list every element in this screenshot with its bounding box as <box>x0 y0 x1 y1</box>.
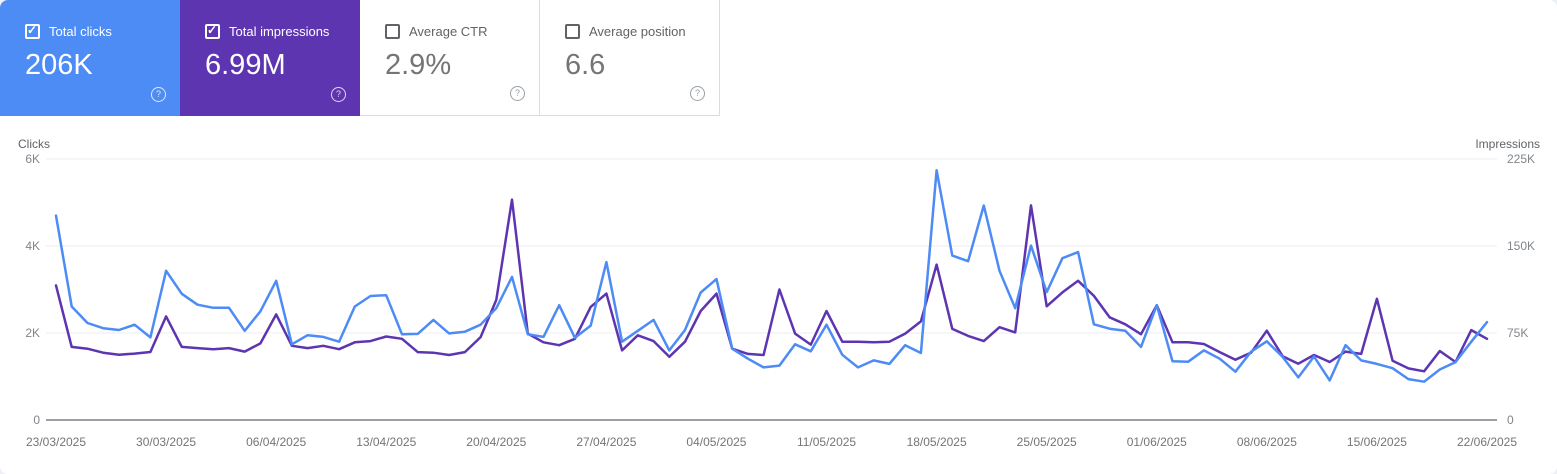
x-axis-date-label: 22/06/2025 <box>1457 435 1517 449</box>
total-clicks-card-header: Total clicks <box>25 23 180 39</box>
total-impressions-value: 6.99M <box>205 49 286 81</box>
total-impressions-card[interactable]: Total impressions 6.99M ? <box>180 0 360 116</box>
clicks-line <box>54 169 1489 383</box>
right-axis-title: Impressions <box>1475 137 1540 151</box>
x-axis-date-label: 20/04/2025 <box>466 435 526 449</box>
average-position-value: 6.6 <box>565 49 606 81</box>
x-axis-date-label: 13/04/2025 <box>356 435 416 449</box>
x-axis-date-label: 23/03/2025 <box>26 435 86 449</box>
total-clicks-label: Total clicks <box>49 24 112 39</box>
total-clicks-card[interactable]: Total clicks 206K ? <box>0 0 180 116</box>
x-axis-date-label: 30/03/2025 <box>136 435 196 449</box>
help-icon[interactable]: ? <box>510 86 525 101</box>
help-icon[interactable]: ? <box>331 87 346 102</box>
x-axis-date-label: 15/06/2025 <box>1347 435 1407 449</box>
average-ctr-card[interactable]: Average CTR 2.9% ? <box>360 0 540 116</box>
metric-cards-row: Total clicks 206K ? Total impressions 6.… <box>0 0 1557 116</box>
x-axis-date-label: 27/04/2025 <box>576 435 636 449</box>
right-axis-tick: 0 <box>1507 413 1514 427</box>
x-axis-date-label: 11/05/2025 <box>797 435 856 449</box>
average-ctr-value: 2.9% <box>385 49 452 81</box>
average-position-checkbox[interactable] <box>565 24 580 39</box>
average-position-card[interactable]: Average position 6.6 ? <box>540 0 720 116</box>
left-axis-tick: 4K <box>25 239 40 253</box>
x-axis-date-label: 18/05/2025 <box>907 435 967 449</box>
average-ctr-label: Average CTR <box>409 24 488 39</box>
x-axis-date-label: 25/05/2025 <box>1017 435 1077 449</box>
total-impressions-card-header: Total impressions <box>205 23 360 39</box>
total-impressions-checkbox[interactable] <box>205 23 220 39</box>
average-position-label: Average position <box>589 24 686 39</box>
average-position-card-header: Average position <box>565 24 719 39</box>
right-axis-tick: 225K <box>1507 152 1535 166</box>
left-axis-tick: 2K <box>25 326 40 340</box>
x-axis-date-label: 06/04/2025 <box>246 435 306 449</box>
right-axis-tick: 150K <box>1507 239 1535 253</box>
x-axis-date-label: 01/06/2025 <box>1127 435 1187 449</box>
total-impressions-label: Total impressions <box>229 24 330 39</box>
help-icon[interactable]: ? <box>690 86 705 101</box>
left-axis-title: Clicks <box>18 137 50 151</box>
left-axis-tick: 0 <box>33 413 40 427</box>
right-axis-tick: 75K <box>1507 326 1528 340</box>
help-icon[interactable]: ? <box>151 87 166 102</box>
left-axis-tick: 6K <box>25 152 40 166</box>
performance-chart[interactable]: Clicks Impressions 6K 4K 2K 0 225K 150K 75K 0 23/0… <box>0 116 1557 474</box>
average-ctr-card-header: Average CTR <box>385 24 539 39</box>
total-clicks-value: 206K <box>25 49 93 81</box>
x-axis-date-label: 04/05/2025 <box>686 435 746 449</box>
average-ctr-checkbox[interactable] <box>385 24 400 39</box>
x-axis-date-label: 08/06/2025 <box>1237 435 1297 449</box>
total-clicks-checkbox[interactable] <box>25 23 40 39</box>
